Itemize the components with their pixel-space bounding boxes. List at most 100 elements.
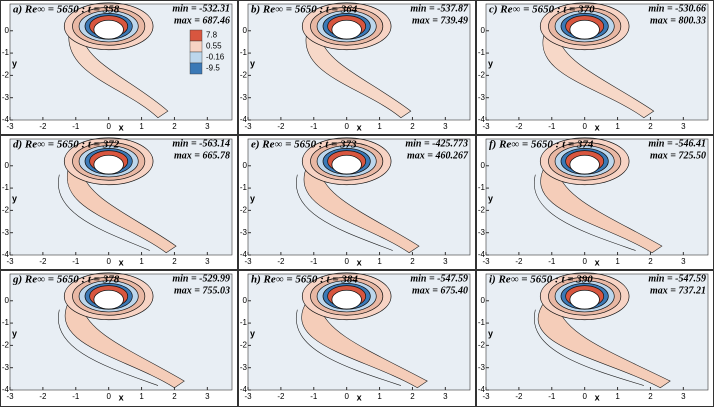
y-tick-label: -3 [240, 228, 248, 237]
panel-title: i) Re∞ = 5650 : t = 390 [489, 274, 593, 286]
y-tick-label: 0 [481, 161, 486, 170]
x-tick-label: 2 [648, 122, 653, 131]
min-label: min = -537.87 [410, 3, 469, 14]
y-tick-label: -1 [240, 48, 248, 57]
cylinder [93, 289, 124, 310]
y-tick-label: 0 [243, 26, 248, 35]
y-tick-label: 0 [481, 26, 486, 35]
x-axis-label: x [119, 392, 124, 402]
y-tick-label: -1 [2, 318, 10, 327]
plot-frame [9, 3, 233, 121]
x-axis-label: x [595, 122, 600, 132]
x-tick-label: 3 [205, 257, 210, 266]
x-tick-label: -1 [548, 392, 556, 401]
min-label: min = -529.99 [172, 273, 230, 284]
x-tick-label: -1 [72, 257, 80, 266]
x-tick-label: -2 [515, 122, 523, 131]
x-tick-label: 1 [139, 392, 144, 401]
plot-frame [247, 3, 471, 121]
max-label: max = 460.267 [407, 150, 469, 161]
plot-frame [485, 3, 709, 121]
min-label: min = -547.59 [410, 273, 468, 284]
min-label: min = -530.66 [648, 3, 706, 14]
x-axis-label: x [357, 122, 362, 132]
x-tick-label: -2 [277, 392, 285, 401]
y-tick-label: -2 [478, 205, 486, 214]
x-tick-label: -2 [39, 122, 47, 131]
x-tick-label: 3 [681, 122, 686, 131]
y-tick-label: -2 [240, 340, 248, 349]
x-tick-label: 2 [172, 257, 177, 266]
min-label: min = -563.14 [172, 138, 230, 149]
x-tick-label: -1 [310, 257, 318, 266]
vortex-tail [533, 309, 644, 386]
x-tick-label: 1 [377, 257, 382, 266]
x-axis-label: x [357, 392, 362, 402]
x-axis-label: x [357, 257, 362, 267]
y-axis-label: y [12, 59, 17, 69]
y-tick-label: -3 [2, 93, 10, 102]
plot-frame [247, 273, 471, 391]
y-axis-label: y [488, 329, 493, 339]
x-tick-label: 0 [344, 122, 349, 131]
x-tick-label: 3 [681, 392, 686, 401]
vortex-tail [295, 174, 393, 251]
y-tick-label: -1 [478, 183, 486, 192]
x-tick-label: -2 [39, 392, 47, 401]
panel-title: a) Re∞ = 5650 : t = 358 [13, 4, 120, 16]
y-tick-label: -2 [2, 205, 10, 214]
y-tick-label: -1 [240, 318, 248, 327]
y-tick-label: -4 [2, 250, 10, 259]
y-axis-label: y [250, 194, 255, 204]
x-axis-label: x [119, 257, 124, 267]
y-tick-label: -4 [478, 115, 486, 124]
x-tick-label: 2 [648, 392, 653, 401]
y-tick-label: -4 [240, 115, 248, 124]
y-tick-label: -3 [478, 93, 486, 102]
cylinder [569, 154, 600, 175]
x-tick-label: -1 [310, 392, 318, 401]
x-tick-label: -3 [244, 392, 252, 401]
x-axis-label: x [595, 392, 600, 402]
x-tick-label: 1 [139, 122, 144, 131]
x-tick-label: 0 [106, 257, 111, 266]
x-tick-label: -1 [548, 257, 556, 266]
panel-title: c) Re∞ = 5650 : t = 370 [489, 4, 595, 16]
x-tick-label: 2 [410, 122, 415, 131]
cylinder [93, 154, 124, 175]
colorbar-label: -9.5 [206, 64, 220, 73]
x-tick-label: 0 [582, 257, 587, 266]
vortex-tail [542, 30, 655, 119]
x-tick-label: -3 [6, 392, 14, 401]
x-tick-label: -3 [6, 122, 14, 131]
x-tick-label: 1 [615, 122, 620, 131]
x-tick-label: -1 [72, 122, 80, 131]
y-axis-label: y [488, 194, 493, 204]
y-tick-label: -2 [240, 205, 248, 214]
vortex-tail [301, 300, 428, 389]
x-tick-label: -3 [6, 257, 14, 266]
colorbar-swatch [189, 51, 203, 64]
panel-title: e) Re∞ = 5650 : t = 373 [251, 139, 357, 151]
x-tick-label: 3 [205, 122, 210, 131]
colorbar-label: 7.8 [206, 31, 218, 40]
y-tick-label: -4 [240, 250, 248, 259]
y-tick-label: -3 [478, 363, 486, 372]
x-tick-label: 0 [344, 392, 349, 401]
min-label: min = -532.31 [172, 3, 230, 14]
x-tick-label: 3 [681, 257, 686, 266]
cylinder [93, 19, 124, 40]
x-tick-label: 0 [582, 122, 587, 131]
panel-title: b) Re∞ = 5650 : t = 364 [251, 4, 358, 16]
max-label: max = 675.40 [412, 285, 468, 296]
y-tick-label: -4 [478, 250, 486, 259]
x-tick-label: 3 [443, 122, 448, 131]
x-tick-label: 1 [139, 257, 144, 266]
max-label: max = 739.49 [412, 15, 468, 26]
y-axis-label: y [488, 59, 493, 69]
